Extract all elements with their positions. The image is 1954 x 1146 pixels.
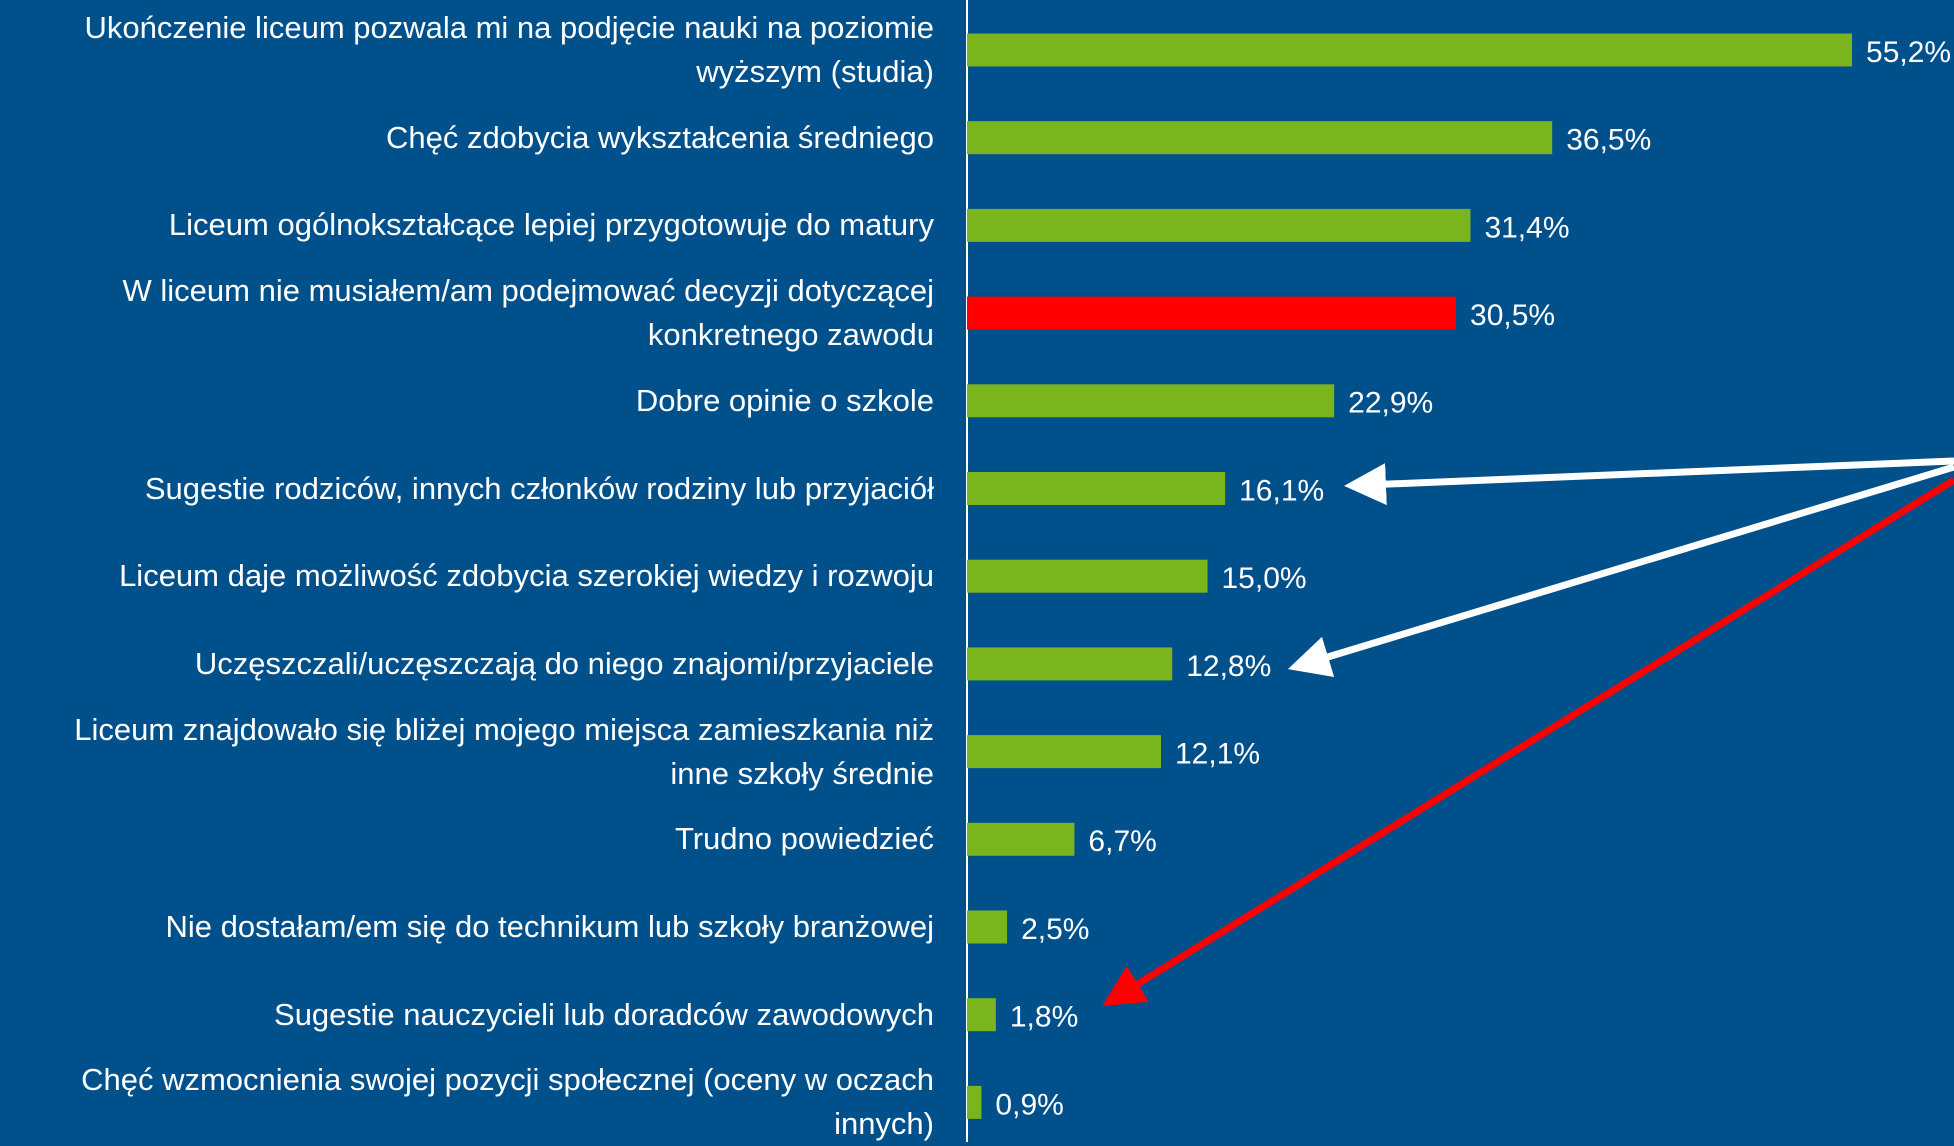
arrow — [1287, 463, 1954, 677]
category-label: Sugestie nauczycieli lub doradców zawodo… — [274, 996, 934, 1032]
category-label: Trudno powiedzieć — [674, 821, 934, 857]
value-label: 16,1% — [1239, 474, 1324, 507]
category-label: Dobre opinie o szkole — [635, 382, 934, 418]
category-label: Chęć wzmocnienia swojej pozycji społeczn… — [81, 1062, 934, 1142]
bar — [967, 208, 1471, 242]
value-label: 12,1% — [1175, 738, 1260, 771]
bar — [967, 1085, 982, 1119]
bar — [967, 822, 1075, 856]
value-label: 31,4% — [1484, 211, 1569, 244]
value-label: 0,9% — [995, 1088, 1063, 1121]
category-label: Sugestie rodziców, innych członków rodzi… — [144, 470, 934, 506]
category-label: Uczęszczali/uczęszczają do niego znajomi… — [194, 645, 934, 681]
category-label: Nie dostałam/em się do technikum lub szk… — [165, 909, 934, 944]
value-label: 2,5% — [1021, 913, 1089, 946]
category-label: W liceum nie musiałem/am podejmować decy… — [122, 273, 934, 353]
bar — [967, 472, 1226, 505]
category-label: Chęć zdobycia wykształcenia średniego — [386, 119, 934, 155]
category-label: Liceum ogólnokształcące lepiej przygotow… — [168, 207, 934, 243]
bar — [967, 998, 996, 1032]
value-label: 36,5% — [1566, 124, 1651, 157]
bar — [967, 121, 1553, 155]
category-label: Liceum znajdowało się bliżej mojego miej… — [74, 711, 934, 791]
value-label: 12,8% — [1186, 650, 1271, 683]
bar — [967, 559, 1208, 593]
value-label: 30,5% — [1470, 299, 1555, 332]
arrow — [1344, 457, 1954, 506]
value-label: 1,8% — [1010, 1001, 1078, 1034]
value-label: 15,0% — [1222, 562, 1307, 595]
bar — [967, 296, 1457, 330]
bar — [967, 647, 1173, 681]
category-label: Liceum daje możliwość zdobycia szerokiej… — [119, 558, 934, 594]
bar — [967, 384, 1335, 418]
bar — [967, 910, 1008, 944]
arrow — [1102, 477, 1954, 1007]
bar — [967, 33, 1853, 67]
value-label: 6,7% — [1088, 825, 1156, 858]
category-label: Ukończenie liceum pozwala mi na podjęcie… — [84, 10, 934, 89]
value-label: 22,9% — [1348, 387, 1433, 420]
value-label: 55,2% — [1866, 36, 1951, 69]
bar — [967, 735, 1162, 769]
